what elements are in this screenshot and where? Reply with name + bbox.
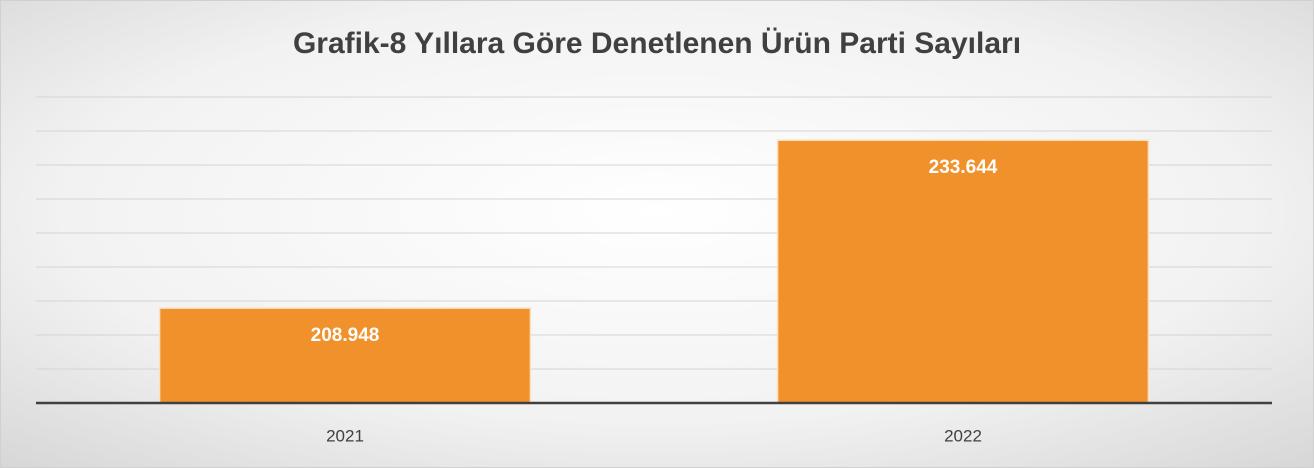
data-label: 233.644	[929, 157, 998, 178]
x-tick-label: 2021	[326, 426, 364, 445]
x-tick-label: 2022	[944, 426, 982, 445]
bar	[776, 139, 1150, 404]
bar	[158, 307, 532, 404]
data-label: 208.948	[311, 325, 380, 346]
chart-title: Grafik-8 Yıllara Göre Denetlenen Ürün Pa…	[293, 27, 1021, 60]
